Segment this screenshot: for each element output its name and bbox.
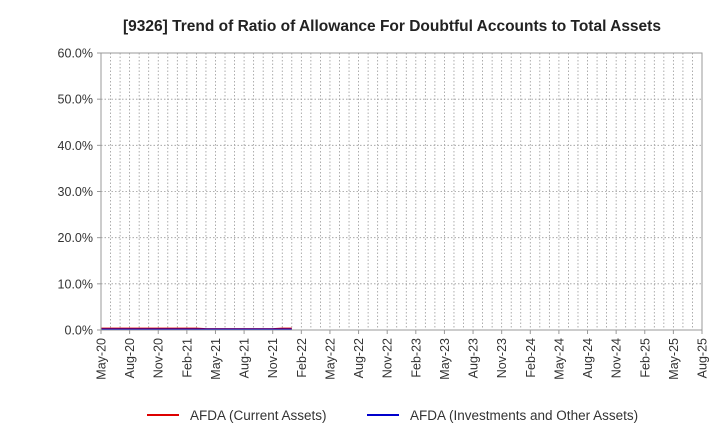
x-tick-label: Aug-22 [352, 338, 366, 378]
x-tick-label: Nov-24 [610, 338, 624, 378]
x-tick-label: Aug-23 [467, 338, 481, 378]
x-tick-label: May-23 [438, 338, 452, 380]
legend: AFDA (Current Assets) AFDA (Investments a… [147, 408, 638, 423]
x-tick-label: Nov-22 [381, 338, 395, 378]
x-tick-label: Feb-23 [409, 338, 423, 378]
y-tick-label: 10.0% [58, 277, 93, 291]
x-tick-label: Nov-20 [152, 338, 166, 378]
x-tick-label: Feb-25 [638, 338, 652, 378]
x-tick-label: Aug-21 [238, 338, 252, 378]
series-lines [101, 327, 292, 331]
y-tick-label: 0.0% [65, 324, 94, 338]
x-tick-label: Aug-24 [581, 338, 595, 378]
y-tick-label: 30.0% [58, 185, 93, 199]
y-tick-label: 60.0% [58, 47, 93, 61]
y-tick-label: 40.0% [58, 139, 93, 153]
x-tick-label: Aug-20 [123, 338, 137, 378]
x-tick-label: May-25 [667, 338, 681, 380]
x-tick-label: Feb-24 [524, 338, 538, 378]
x-axis: May-20 Aug-20 Nov-20 Feb-21 May-21 Aug-21 Nov-… [95, 330, 710, 380]
plot-frame [100, 52, 703, 331]
chart-title: [9326] Trend of Ratio of Allowance For D… [123, 18, 661, 35]
x-tick-label: May-24 [552, 338, 566, 380]
x-tick-label: Feb-21 [180, 338, 194, 378]
x-tick-label: May-21 [209, 338, 223, 380]
x-tick-label: May-20 [95, 338, 109, 380]
y-axis: 0.0% 10.0% 20.0% 30.0% 40.0% 50.0% 60.0% [58, 47, 101, 338]
x-tick-label: Feb-22 [295, 338, 309, 378]
legend-label-2: AFDA (Investments and Other Assets) [410, 408, 638, 423]
y-tick-label: 50.0% [58, 93, 93, 107]
x-tick-label: Nov-23 [495, 338, 509, 378]
legend-label-1: AFDA (Current Assets) [190, 408, 327, 423]
grid [101, 52, 702, 330]
x-tick-label: Aug-25 [696, 338, 710, 378]
x-tick-label: Nov-21 [266, 338, 280, 378]
x-tick-label: May-22 [323, 338, 337, 380]
y-tick-label: 20.0% [58, 231, 93, 245]
